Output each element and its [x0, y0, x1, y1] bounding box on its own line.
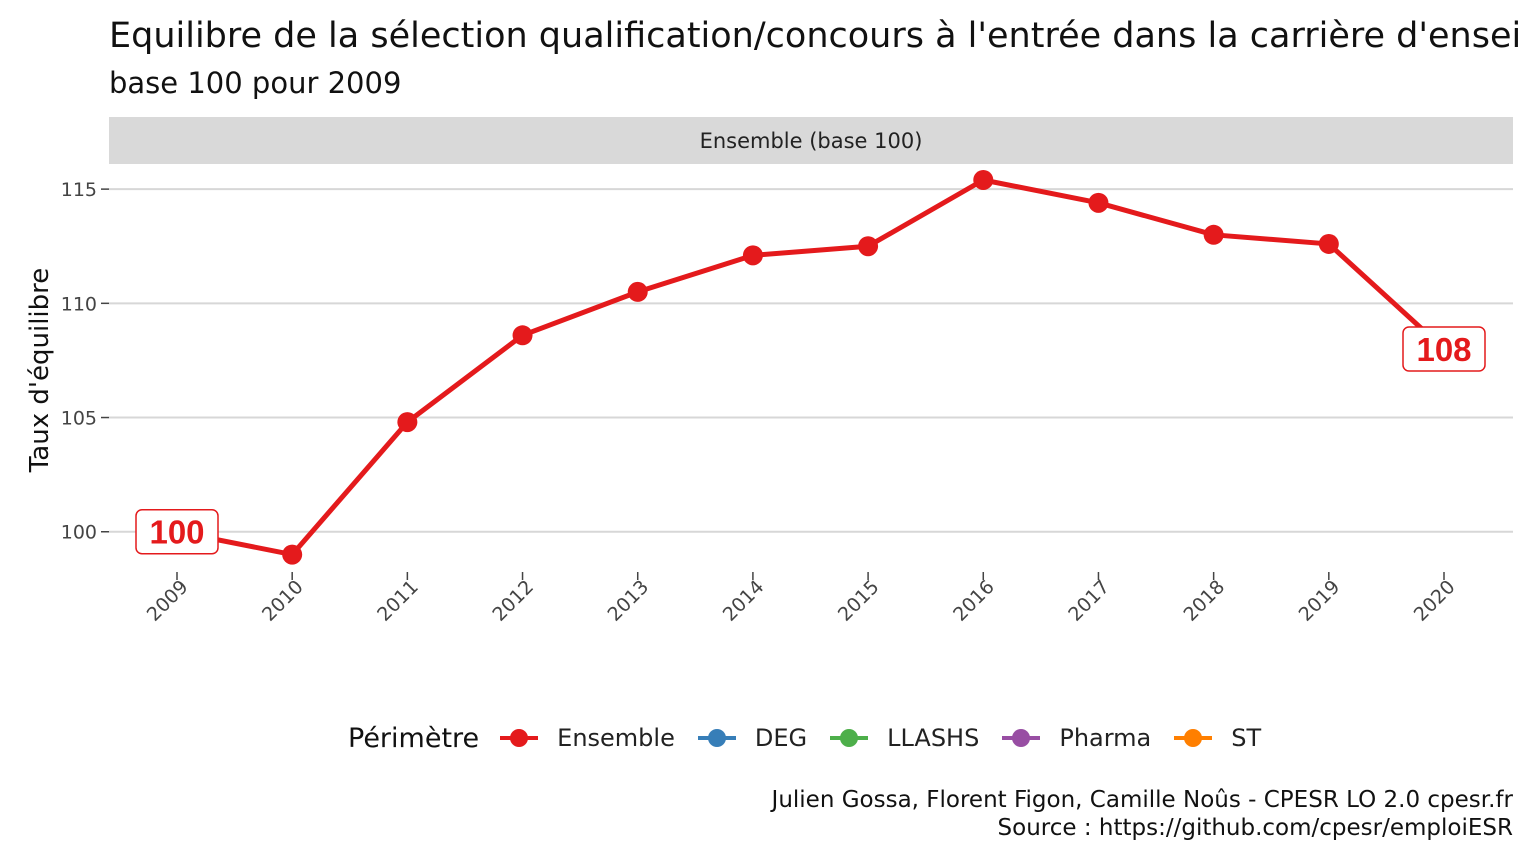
legend-key-ensemble [499, 728, 539, 748]
data-point [282, 544, 303, 565]
legend-label: LLASHS [887, 724, 980, 752]
legend-label: Ensemble [557, 724, 675, 752]
x-tick-label: 2019 [1295, 576, 1345, 626]
x-tick-label: 2011 [373, 576, 423, 626]
data-point [1203, 224, 1224, 245]
legend-key-deg [697, 728, 737, 748]
legend-label: DEG [754, 724, 808, 752]
legend-key-st [1173, 728, 1213, 748]
legend-key-pharma [1001, 728, 1041, 748]
y-tick-label: 110 [61, 293, 97, 315]
legend-item-st: ST [1173, 724, 1261, 752]
chart-subtitle: base 100 pour 2009 [109, 66, 402, 100]
legend-item-llashs: LLASHS [829, 724, 979, 752]
x-tick-label: 2014 [719, 576, 769, 626]
caption-line-2: Source : https://github.com/cpesr/emploi… [997, 815, 1513, 841]
legend-label: Pharma [1059, 724, 1152, 752]
point-label-box [1402, 326, 1486, 372]
x-tick-label: 2010 [258, 576, 308, 626]
legend-item-ensemble: Ensemble [499, 724, 675, 752]
data-point [627, 281, 648, 302]
x-tick-label: 2018 [1179, 576, 1229, 626]
data-point [512, 325, 533, 346]
y-tick-label: 115 [61, 179, 97, 201]
x-tick-label: 2009 [143, 576, 193, 626]
x-tick-label: 2017 [1064, 576, 1114, 626]
facet-strip: Ensemble (base 100) [109, 117, 1513, 164]
series-line-ensemble [174, 177, 1447, 558]
data-point [973, 169, 994, 190]
data-point [1318, 233, 1339, 254]
legend: Périmètre Ensemble DEG LLASHS Pharma ST [348, 718, 1283, 758]
x-tick-label: 2016 [949, 576, 999, 626]
point-label-box [135, 508, 219, 555]
data-point [1088, 192, 1109, 213]
data-point [742, 245, 763, 266]
caption: Julien Gossa, Florent Figon, Camille Noû… [772, 786, 1513, 842]
x-tick-label: 2013 [604, 576, 654, 626]
y-tick-label: 100 [61, 522, 97, 544]
x-tick-label: 2015 [834, 576, 884, 626]
legend-label: ST [1231, 724, 1262, 752]
y-tick-label: 105 [61, 408, 97, 430]
caption-line-1: Julien Gossa, Florent Figon, Camille Noû… [771, 787, 1513, 813]
chart-title: Equilibre de la sélection qualification/… [109, 16, 1522, 56]
facet-label: Ensemble (base 100) [699, 128, 923, 153]
legend-key-llashs [829, 728, 869, 748]
data-point [858, 236, 879, 257]
legend-title: Périmètre [348, 722, 480, 754]
point-label: 100 [149, 514, 204, 551]
legend-item-deg: DEG [697, 724, 807, 752]
x-tick-label: 2012 [488, 576, 538, 626]
x-tick-label: 2020 [1410, 576, 1460, 626]
legend-item-pharma: Pharma [1001, 724, 1151, 752]
data-point [397, 412, 418, 433]
point-label: 108 [1416, 331, 1471, 368]
